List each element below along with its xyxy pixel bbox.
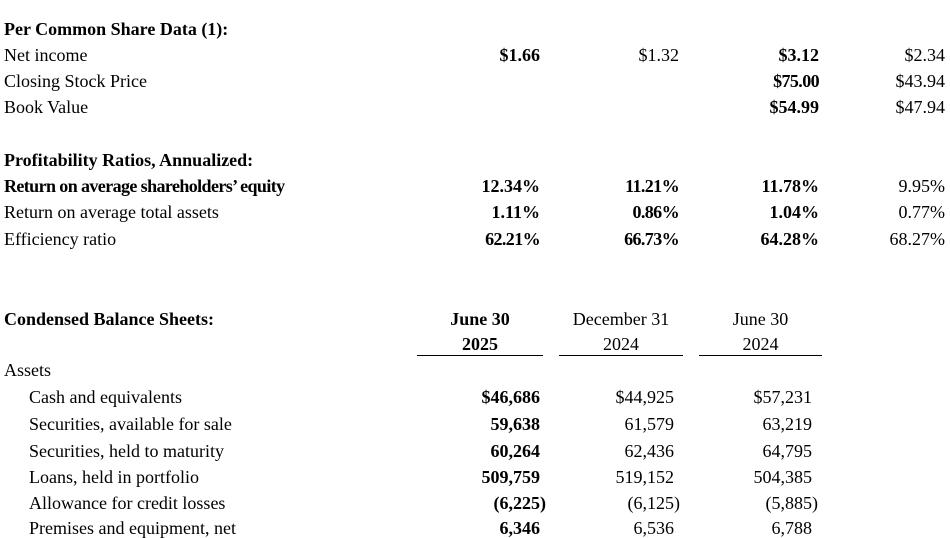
net-income-col4: $2.34 xyxy=(904,45,946,65)
row-label-securities-htm: Securities, held to maturity xyxy=(29,441,224,461)
cash-col3: $57,231 xyxy=(753,387,813,407)
securities-afs-col1: 59,638 xyxy=(490,414,541,434)
row-label-net-income: Net income xyxy=(4,45,88,65)
assets-section-label: Assets xyxy=(4,360,52,380)
row-label-book-value: Book Value xyxy=(4,97,89,117)
loans-col1: 509,759 xyxy=(481,467,541,487)
loans-col3: 504,385 xyxy=(753,467,813,487)
net-income-col3: $3.12 xyxy=(778,45,820,65)
net-income-col2: $1.32 xyxy=(638,45,680,65)
securities-afs-col2: 61,579 xyxy=(624,414,675,434)
col-header-1-underline xyxy=(417,355,543,356)
securities-htm-col3: 64,795 xyxy=(762,441,813,461)
roa-col3: 1.04% xyxy=(769,202,820,222)
col-header-1-line1: June 30 xyxy=(450,309,510,329)
row-label-closing-stock-price: Closing Stock Price xyxy=(4,71,147,91)
balance-sheet-heading: Condensed Balance Sheets: xyxy=(4,309,215,329)
efficiency-col1: 62.21% xyxy=(485,229,541,249)
allowance-col2: (6,125) xyxy=(627,493,681,513)
efficiency-col2: 66.73% xyxy=(624,229,680,249)
row-label-return-on-assets: Return on average total assets xyxy=(4,202,219,222)
row-label-cash: Cash and equivalents xyxy=(29,387,182,407)
row-label-allowance: Allowance for credit losses xyxy=(29,493,226,513)
efficiency-col3: 64.28% xyxy=(760,229,820,249)
securities-htm-col1: 60,264 xyxy=(490,441,541,461)
row-label-efficiency-ratio: Efficiency ratio xyxy=(4,229,117,249)
col-header-3-underline xyxy=(699,355,822,356)
row-label-securities-afs: Securities, available for sale xyxy=(29,414,232,434)
col-header-3-line2: 2024 xyxy=(742,334,779,354)
closing-stock-price-col3: $75.00 xyxy=(773,71,820,91)
col-header-2-line1: December 31 xyxy=(572,309,670,329)
row-label-loans: Loans, held in portfolio xyxy=(29,467,199,487)
book-value-col4: $47.94 xyxy=(895,97,946,117)
premises-col3: 6,788 xyxy=(771,518,813,538)
row-label-return-on-equity: Return on average shareholders’ equity xyxy=(4,176,285,196)
profitability-heading: Profitability Ratios, Annualized: xyxy=(4,150,254,170)
closing-stock-price-col4: $43.94 xyxy=(895,71,946,91)
col-header-2-underline xyxy=(559,355,683,356)
roe-col3: 11.78% xyxy=(761,176,819,196)
cash-col2: $44,925 xyxy=(615,387,675,407)
roe-col2: 11.21% xyxy=(625,176,680,196)
securities-afs-col3: 63,219 xyxy=(762,414,813,434)
efficiency-col4: 68.27% xyxy=(889,229,946,249)
col-header-3-line1: June 30 xyxy=(732,309,789,329)
roa-col1: 1.11% xyxy=(491,202,540,222)
premises-col1: 6,346 xyxy=(499,518,541,538)
roe-col1: 12.34% xyxy=(481,176,541,196)
cash-col1: $46,686 xyxy=(481,387,541,407)
loans-col2: 519,152 xyxy=(615,467,675,487)
roe-col4: 9.95% xyxy=(898,176,946,196)
book-value-col3: $54.99 xyxy=(769,97,820,117)
per-share-heading: Per Common Share Data (1): xyxy=(4,19,229,39)
roa-col4: 0.77% xyxy=(898,202,946,222)
premises-col2: 6,536 xyxy=(633,518,675,538)
allowance-col3: (5,885) xyxy=(765,493,819,513)
row-label-premises: Premises and equipment, net xyxy=(29,518,236,538)
col-header-1-line2: 2025 xyxy=(462,334,498,354)
net-income-col1: $1.66 xyxy=(499,45,541,65)
col-header-2-line2: 2024 xyxy=(603,334,639,354)
roa-col2: 0.86% xyxy=(632,202,679,222)
allowance-col1: (6,225) xyxy=(493,493,547,513)
securities-htm-col2: 62,436 xyxy=(624,441,675,461)
